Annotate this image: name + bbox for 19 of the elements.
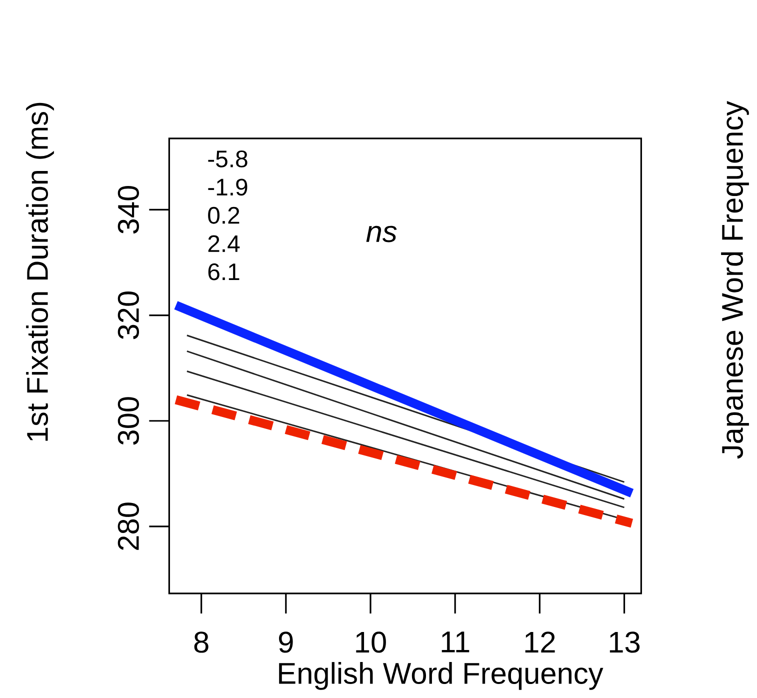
annotation: ns: [366, 226, 397, 242]
y-axis-title: 1st Fixation Duration (ms): [26, 102, 54, 441]
x-tick-label: 13: [610, 632, 640, 653]
x-tick-label: 9: [279, 632, 293, 653]
annotation: 2.4: [208, 235, 240, 252]
y-tick-label: 320: [118, 292, 140, 340]
x-tick-label: 11: [442, 632, 470, 652]
y-tick-label: 340: [118, 186, 140, 234]
annotation: -1.9: [208, 178, 248, 196]
x-tick-label: 12: [525, 632, 555, 653]
y-tick-label: 280: [118, 502, 140, 550]
annotation: 0.2: [208, 206, 240, 224]
x-tick-label: 10: [356, 632, 386, 653]
annotation: -5.8: [208, 150, 248, 168]
y2-axis-title: Japanese Word Frequency: [721, 100, 749, 459]
x-axis-title: English Word Frequency: [279, 662, 604, 690]
annotation: 6.1: [208, 263, 240, 280]
y-tick-label: 300: [118, 397, 140, 445]
x-tick-label: 8: [194, 632, 208, 653]
